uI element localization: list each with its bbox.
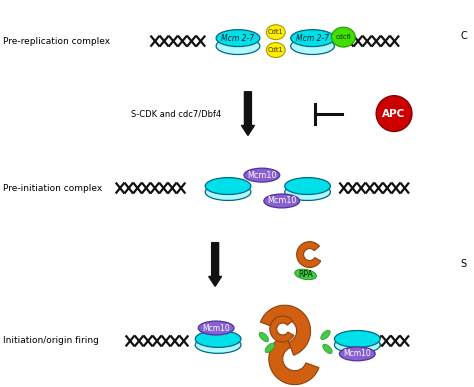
Text: APC: APC: [383, 109, 406, 118]
Ellipse shape: [266, 43, 285, 58]
Ellipse shape: [335, 336, 380, 353]
Ellipse shape: [195, 330, 241, 348]
Text: Mcm 2-7: Mcm 2-7: [296, 34, 329, 43]
Text: Cdt1: Cdt1: [268, 29, 283, 35]
Ellipse shape: [285, 178, 330, 195]
Ellipse shape: [216, 30, 260, 46]
Text: RPA: RPA: [298, 270, 313, 279]
Circle shape: [376, 96, 412, 132]
Ellipse shape: [205, 183, 251, 200]
FancyArrow shape: [209, 243, 221, 286]
FancyArrow shape: [241, 92, 255, 135]
Ellipse shape: [295, 269, 317, 280]
Wedge shape: [269, 334, 319, 385]
Wedge shape: [270, 316, 294, 342]
Ellipse shape: [291, 38, 335, 55]
Ellipse shape: [335, 330, 380, 348]
Text: Mcm10: Mcm10: [267, 197, 296, 205]
Ellipse shape: [244, 168, 280, 182]
Ellipse shape: [195, 336, 241, 353]
Ellipse shape: [285, 183, 330, 200]
Wedge shape: [297, 241, 321, 267]
Ellipse shape: [265, 343, 274, 353]
Text: cdc6: cdc6: [336, 34, 351, 40]
Text: Mcm10: Mcm10: [202, 324, 230, 332]
Ellipse shape: [259, 332, 269, 342]
Ellipse shape: [331, 27, 356, 47]
Ellipse shape: [198, 321, 234, 335]
Ellipse shape: [205, 178, 251, 195]
Text: Mcm10: Mcm10: [247, 171, 276, 180]
Text: Cdt1: Cdt1: [268, 47, 283, 53]
Text: S: S: [461, 260, 467, 269]
Ellipse shape: [216, 38, 260, 55]
Ellipse shape: [339, 347, 375, 361]
Text: Pre-initiation complex: Pre-initiation complex: [3, 183, 103, 193]
Text: C: C: [461, 31, 467, 41]
Text: Mcm 2-7: Mcm 2-7: [221, 34, 255, 43]
Ellipse shape: [321, 330, 330, 340]
Ellipse shape: [291, 30, 335, 46]
Text: Mcm10: Mcm10: [344, 349, 371, 358]
Ellipse shape: [264, 194, 300, 208]
Ellipse shape: [266, 25, 285, 39]
Text: Initiation/origin firing: Initiation/origin firing: [3, 336, 99, 346]
Text: pol α: pol α: [308, 250, 327, 259]
Text: Pre-replication complex: Pre-replication complex: [3, 37, 110, 46]
Ellipse shape: [323, 344, 332, 354]
Wedge shape: [260, 305, 310, 355]
Text: S-CDK and cdc7/Dbf4: S-CDK and cdc7/Dbf4: [131, 109, 221, 118]
